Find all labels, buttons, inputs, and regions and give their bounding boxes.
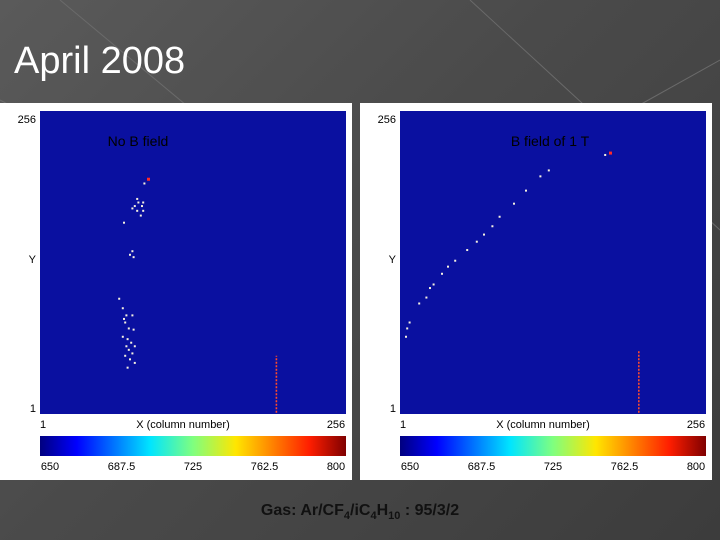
colorbar-tick-label: 687.5 <box>468 461 496 473</box>
hit-point <box>127 348 130 351</box>
hit-point <box>121 335 124 338</box>
y-tick-label: 1 <box>30 403 36 415</box>
y-axis-label: Y <box>29 254 37 266</box>
caption-sub: 4 <box>343 510 350 523</box>
colorbar-tick-label: 650 <box>41 461 59 473</box>
hit-point <box>139 214 142 217</box>
hit-point <box>125 314 128 317</box>
hit-point <box>132 328 135 331</box>
hit-point <box>406 327 409 330</box>
x-tick-label: 1 <box>40 419 46 431</box>
hit-point <box>124 354 127 357</box>
hit-point <box>132 256 135 259</box>
hit-point <box>604 153 607 156</box>
hit-point <box>125 345 128 348</box>
colorbar <box>400 436 706 456</box>
hit-point <box>425 296 428 299</box>
colorbar-tick-label: 725 <box>184 461 202 473</box>
x-tick-label: 256 <box>327 419 345 431</box>
hit-point <box>475 240 478 243</box>
caption-h: H <box>376 502 389 519</box>
gas-composition-caption: Gas: Ar/CF4/iC4H10 : 95/3/2 <box>0 502 720 522</box>
caption-prefix: Gas: Ar/CF <box>260 502 344 519</box>
hit-point <box>130 341 133 344</box>
caption-mid: /iC <box>350 502 371 519</box>
y-axis-label: Y <box>389 254 397 266</box>
hit-point <box>441 272 443 275</box>
hit-point <box>127 327 130 330</box>
plot-area <box>40 111 346 414</box>
hit-point <box>483 233 485 236</box>
hit-point <box>454 259 457 262</box>
hit-point <box>432 283 435 286</box>
plot-title: No B field <box>108 133 169 149</box>
caption-sub: 4 <box>370 510 377 523</box>
hit-point <box>133 345 136 348</box>
hit-point <box>129 358 131 361</box>
colorbar-tick-label: 650 <box>401 461 419 473</box>
x-axis-label: X (column number) <box>496 419 590 431</box>
y-tick-label: 256 <box>378 114 396 126</box>
hit-point <box>141 205 143 208</box>
plot-area <box>400 111 706 414</box>
x-axis-label: X (column number) <box>136 419 230 431</box>
hitmap-plot: No B field 256 1 Y 1 256 X (column number) 650 6… <box>18 111 346 473</box>
hit-point <box>133 205 136 208</box>
colorbar-tick-label: 800 <box>687 461 705 473</box>
hit-point <box>142 201 145 204</box>
hit-point <box>405 335 407 338</box>
colorbar-tick-label: 800 <box>327 461 345 473</box>
hit-point <box>123 221 125 224</box>
hit-point <box>408 321 411 324</box>
hit-point <box>123 317 125 320</box>
y-tick-label: 1 <box>390 403 396 415</box>
hit-point <box>513 202 515 205</box>
x-tick-label: 1 <box>400 419 406 431</box>
hit-point <box>133 361 136 364</box>
hitmap-plot: B field of 1 T 256 1 Y 1 256 X (column number)… <box>378 111 706 473</box>
hit-point <box>609 151 612 155</box>
hit-point <box>137 201 140 204</box>
hit-point <box>491 225 494 228</box>
slide-title: April 2008 <box>14 40 186 82</box>
hit-point <box>124 321 127 324</box>
y-tick-label: 256 <box>18 114 36 126</box>
hit-point <box>131 352 134 355</box>
plot-panel-no-b-field: No B field 256 1 Y 1 256 X (column number) 650 6… <box>0 103 352 480</box>
hit-point <box>126 366 129 369</box>
colorbar-tick-label: 687.5 <box>108 461 136 473</box>
plot-title: B field of 1 T <box>511 133 590 149</box>
hit-point <box>418 302 421 305</box>
hit-point <box>429 287 431 290</box>
hit-point <box>142 209 145 212</box>
colorbar <box>40 436 346 456</box>
caption-sub: 10 <box>388 510 401 523</box>
hit-point <box>447 265 449 268</box>
hit-point <box>121 307 124 310</box>
colorbar-tick-label: 762.5 <box>251 461 279 473</box>
hit-point <box>525 189 527 192</box>
hit-point <box>147 177 150 181</box>
hit-point <box>539 175 542 178</box>
hit-point <box>136 197 139 200</box>
hit-point <box>136 209 139 212</box>
colorbar-tick-label: 725 <box>544 461 562 473</box>
plot-panel-b-field-1t: B field of 1 T 256 1 Y 1 256 X (column number)… <box>360 103 712 480</box>
hit-point <box>131 207 134 210</box>
hit-point <box>131 314 134 317</box>
hit-point <box>466 249 469 252</box>
x-tick-label: 256 <box>687 419 705 431</box>
hit-point <box>498 215 501 218</box>
colorbar-tick-label: 762.5 <box>611 461 639 473</box>
hit-point <box>126 338 129 341</box>
hit-point <box>547 169 550 172</box>
hit-point <box>131 250 134 253</box>
hit-point <box>143 182 146 185</box>
hit-point <box>129 253 131 256</box>
caption-suffix: : 95/3/2 <box>400 502 460 519</box>
hit-point <box>118 297 121 300</box>
